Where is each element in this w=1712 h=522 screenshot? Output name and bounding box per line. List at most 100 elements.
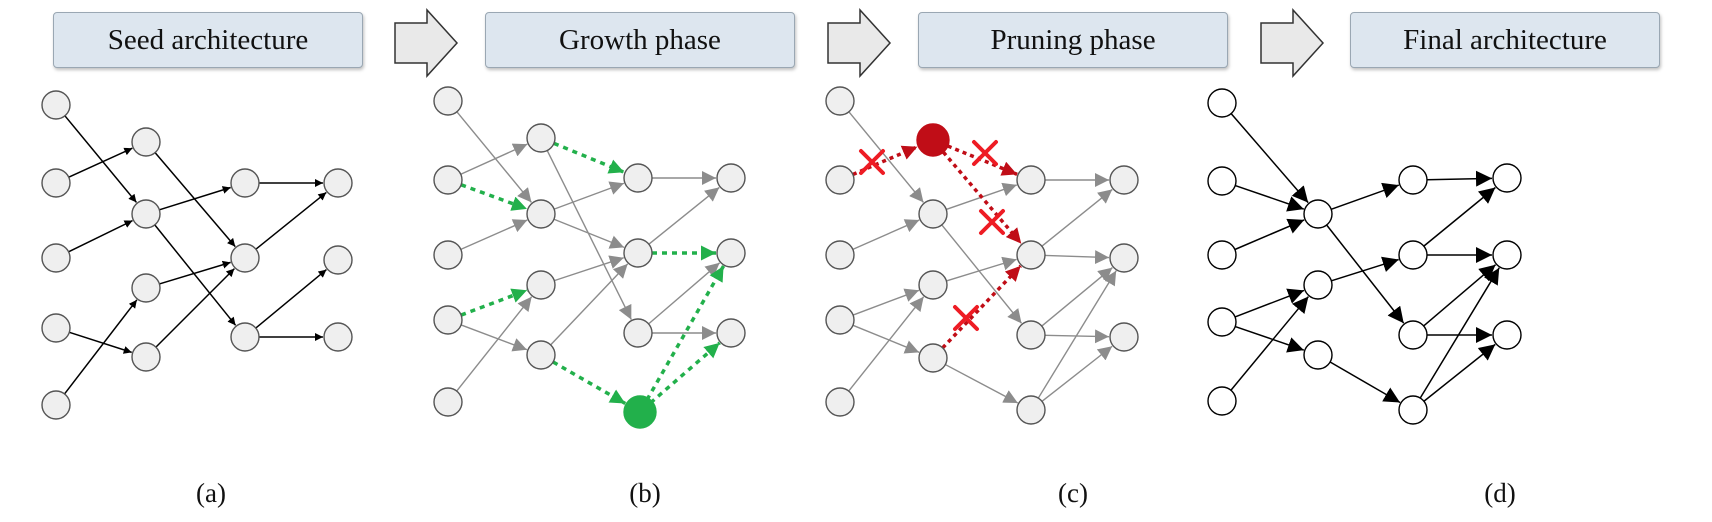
- b-node-i2: [433, 165, 463, 195]
- phase-arrow-1: [394, 8, 459, 78]
- c-edge-g2-o2: [1044, 250, 1110, 265]
- d-node-i5: [1207, 386, 1237, 416]
- a-edge-h2-g3: [154, 224, 237, 326]
- d-edge-i3-h1: [1234, 218, 1305, 251]
- d-node-i2: [1207, 166, 1237, 196]
- d-node-g3: [1398, 320, 1428, 350]
- a-edge-i2-h1: [68, 147, 133, 178]
- c-edge-g2-o1: [1041, 188, 1113, 247]
- d-edge-i5-h2: [1230, 296, 1310, 391]
- c-node-h4: [918, 343, 948, 373]
- d-node-o1: [1492, 163, 1522, 193]
- b-node-h1: [526, 123, 556, 153]
- a-node-i1: [41, 90, 71, 120]
- b-edge-i2-h1: [460, 143, 528, 175]
- b-node-h3: [526, 270, 556, 300]
- c-edge-i3-h2: [852, 219, 920, 250]
- b-edge-h1-g3: [546, 150, 632, 320]
- c-node-o3: [1109, 322, 1139, 352]
- c-prune-mark-1: [859, 149, 885, 175]
- b-node-i5: [433, 387, 463, 417]
- c-edge-i5-h3: [848, 296, 925, 392]
- c-node-i3: [825, 240, 855, 270]
- d-edge-g1-o1: [1426, 170, 1493, 187]
- b-grown-edge-i2-h2: [460, 183, 528, 211]
- b-node-g1: [623, 163, 653, 193]
- d-node-h1: [1303, 199, 1333, 229]
- a-edge-g3-o2: [255, 268, 327, 329]
- c-edge-h4-g4: [945, 363, 1019, 404]
- a-node-o2: [323, 245, 353, 275]
- d-edge-g2-o1: [1423, 186, 1496, 247]
- a-node-g1: [230, 168, 260, 198]
- c-edge-g4-o2: [1037, 270, 1117, 399]
- c-node-h2: [918, 199, 948, 229]
- d-node-i1: [1207, 88, 1237, 118]
- b-node-o2: [716, 238, 746, 268]
- b-node-i1: [433, 86, 463, 116]
- c-edge-h3-g2: [946, 256, 1017, 282]
- b-grown-edge-h4-gn: [552, 360, 627, 406]
- c-node-g4: [1016, 395, 1046, 425]
- phase-arrow-3: [1260, 8, 1325, 78]
- b-node-g2: [623, 238, 653, 268]
- b-edge-i4-h4: [460, 324, 528, 352]
- c-edge-i4-h4: [852, 324, 920, 354]
- phase-title-growth-phase: Growth phase: [485, 12, 795, 68]
- c-node-h3: [918, 270, 948, 300]
- b-node-i4: [433, 305, 463, 335]
- caption-c: (c): [1058, 478, 1088, 508]
- d-node-h2: [1303, 270, 1333, 300]
- b-node-o1: [716, 163, 746, 193]
- a-node-o1: [323, 168, 353, 198]
- d-node-i4: [1207, 307, 1237, 337]
- d-node-g1: [1398, 165, 1428, 195]
- c-edge-i4-h3: [852, 288, 920, 316]
- d-edge-i1-h1: [1230, 113, 1309, 204]
- a-node-h1: [131, 127, 161, 157]
- c-prune-mark-3: [979, 209, 1005, 235]
- d-node-o3: [1492, 320, 1522, 350]
- c-edge-i1-h2: [848, 111, 925, 203]
- a-edge-i5-h3: [63, 299, 138, 395]
- d-node-h3: [1303, 340, 1333, 370]
- b-edge-i3-h2: [460, 219, 528, 250]
- c-node-o1: [1109, 165, 1139, 195]
- a-edge-h2-g1: [159, 186, 231, 211]
- a-node-i4: [41, 313, 71, 343]
- a-node-h2: [131, 199, 161, 229]
- b-node-o3: [716, 318, 746, 348]
- a-edge-i4-h4: [69, 331, 132, 354]
- b-grown-edge-h1-g1: [553, 141, 625, 174]
- d-edge-i4-h2: [1234, 288, 1305, 318]
- b-grown-edge-i4-h3: [460, 288, 528, 317]
- a-edge-g2-o1: [255, 191, 327, 250]
- b-edge-g2-o1: [648, 186, 720, 245]
- c-node-g2: [1016, 240, 1046, 270]
- c-prune-mark-2: [972, 140, 998, 166]
- phase-title-seed-architecture: Seed architecture: [53, 12, 363, 68]
- c-node-i1: [825, 86, 855, 116]
- a-edge-i1-h2: [64, 115, 138, 203]
- caption-b: (b): [629, 478, 661, 508]
- c-pruned-node: [916, 123, 950, 157]
- d-edge-h3-g4: [1329, 361, 1401, 404]
- a-node-o3: [323, 322, 353, 352]
- caption-d: (d): [1484, 478, 1516, 508]
- d-edge-i2-h1: [1234, 184, 1305, 212]
- d-node-i3: [1207, 240, 1237, 270]
- d-edge-i4-h3: [1234, 325, 1305, 353]
- a-edge-h3-g2: [159, 260, 231, 285]
- b-edge-h2-g2: [553, 218, 625, 249]
- c-edge-g4-o3: [1041, 345, 1113, 402]
- d-edge-h1-g1: [1330, 182, 1400, 210]
- b-edge-i1-h2: [456, 111, 533, 203]
- c-pruned-edge-h4-g2: [941, 264, 1022, 350]
- a-node-h4: [131, 342, 161, 372]
- b-edge-g3-o2: [648, 262, 721, 325]
- b-node-h2: [526, 199, 556, 229]
- c-prune-mark-4: [953, 305, 979, 331]
- a-node-h3: [131, 273, 161, 303]
- c-edge-h2-g3: [941, 224, 1023, 324]
